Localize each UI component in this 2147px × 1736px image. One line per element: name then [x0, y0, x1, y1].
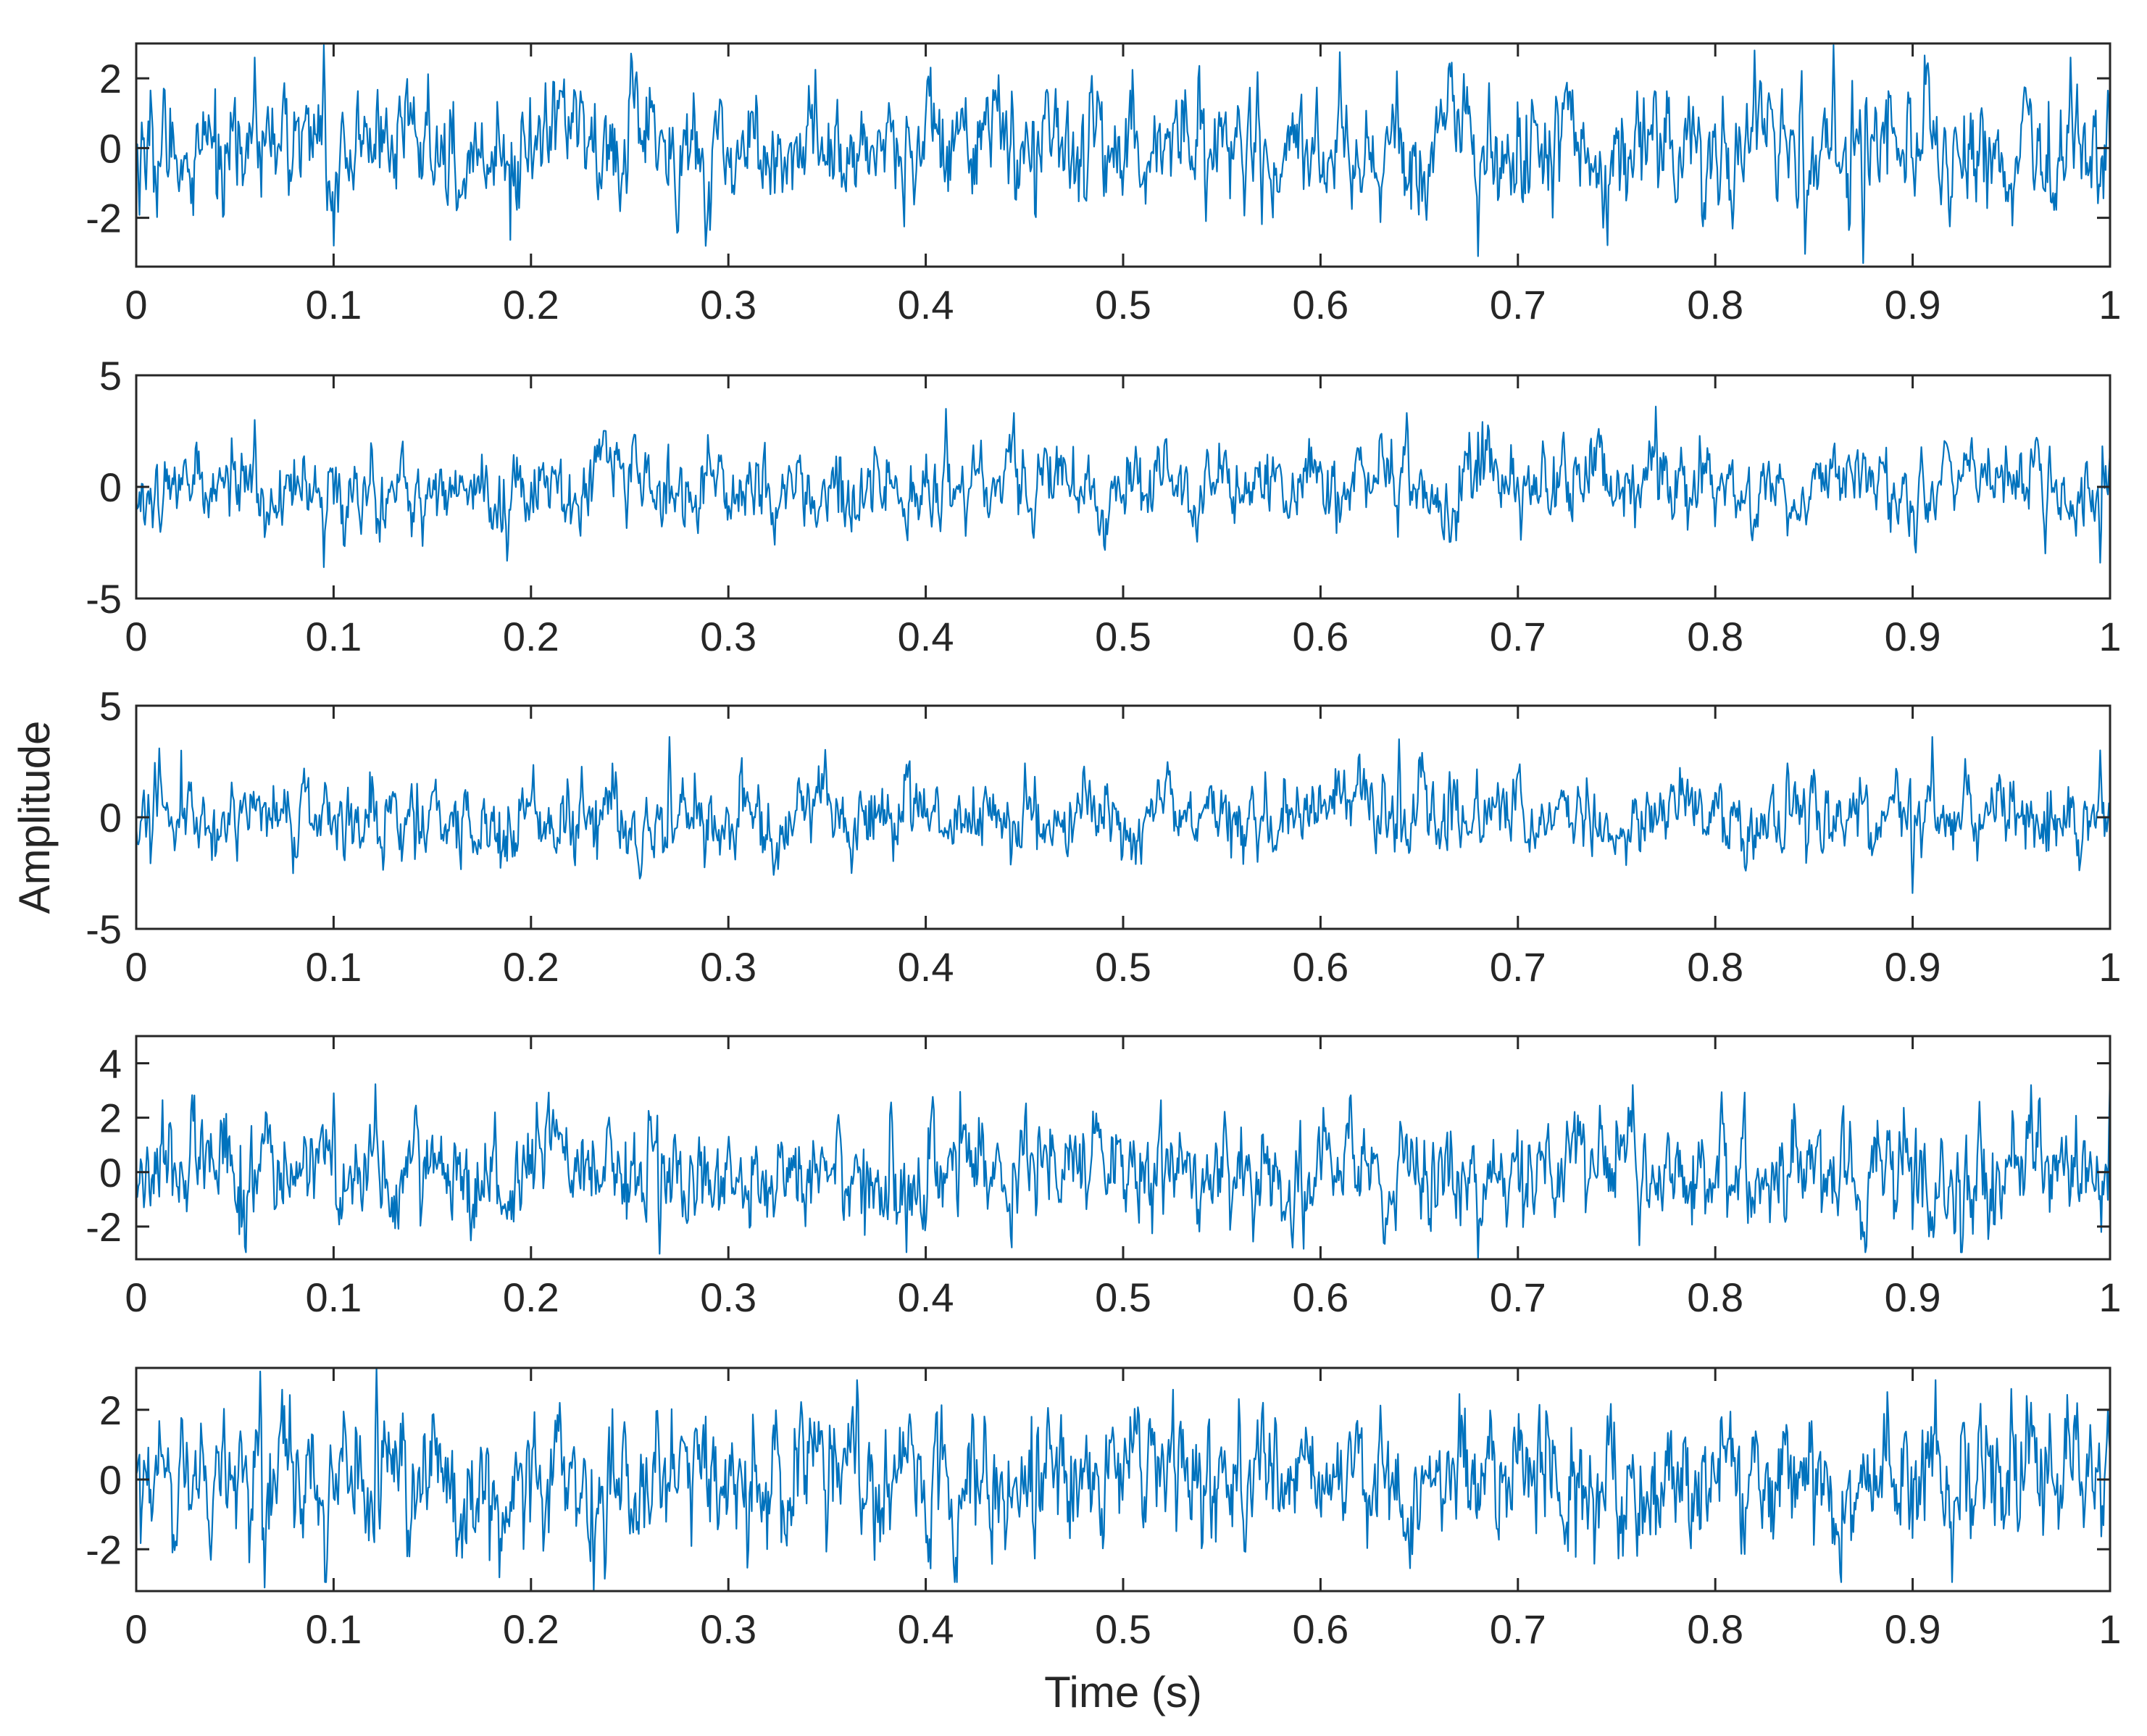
- x-tick-label: 0.9: [1885, 282, 1941, 327]
- x-tick-label: 0.5: [1095, 944, 1151, 990]
- y-tick-label: 0: [99, 125, 122, 171]
- x-tick-label: 0.7: [1490, 282, 1546, 327]
- x-tick-label: 0.9: [1885, 1274, 1941, 1320]
- x-tick-label: 0.2: [503, 1606, 559, 1652]
- x-tick-label: 0.8: [1687, 614, 1743, 659]
- axes-frame-3: [135, 704, 2111, 930]
- signal-trace-5: [135, 1366, 2111, 1593]
- y-tick-label: 0: [99, 1150, 122, 1195]
- x-tick-label: 0.7: [1490, 944, 1546, 990]
- x-tick-label: 0.6: [1292, 1606, 1348, 1652]
- x-tick-label: 0.5: [1095, 1274, 1151, 1320]
- x-tick-label: 0.3: [700, 614, 756, 659]
- x-tick-label: 0.3: [700, 944, 756, 990]
- x-tick-label: 0: [125, 944, 147, 990]
- x-tick-label: 0: [125, 614, 147, 659]
- y-tick-label: 0: [99, 795, 122, 840]
- x-tick-label: 0.2: [503, 282, 559, 327]
- x-tick-label: 0: [125, 282, 147, 327]
- x-tick-label: 0.7: [1490, 1274, 1546, 1320]
- x-tick-label: 0.3: [700, 1274, 756, 1320]
- x-tick-label: 0.4: [898, 1274, 954, 1320]
- y-tick-label: 2: [99, 1096, 122, 1141]
- x-tick-label: 0.5: [1095, 614, 1151, 659]
- x-tick-label: 1: [2098, 1274, 2121, 1320]
- x-tick-label: 0.2: [503, 614, 559, 659]
- x-tick-label: 0.5: [1095, 282, 1151, 327]
- x-tick-label: 0.8: [1687, 944, 1743, 990]
- x-tick-label: 0.4: [898, 282, 954, 327]
- x-tick-label: 0: [125, 1606, 147, 1652]
- x-tick-label: 0.1: [305, 614, 362, 659]
- x-tick-label: 0.5: [1095, 1606, 1151, 1652]
- y-tick-label: -2: [86, 1204, 122, 1250]
- x-tick-label: 0.6: [1292, 614, 1348, 659]
- x-tick-label: 1: [2098, 282, 2121, 327]
- x-tick-label: 0.4: [898, 614, 954, 659]
- signal-trace-3: [135, 736, 2111, 894]
- y-tick-label: 2: [99, 56, 122, 101]
- x-tick-label: 0.4: [898, 1606, 954, 1652]
- y-tick-label: 5: [99, 353, 122, 398]
- y-tick-label: -2: [86, 196, 122, 241]
- signal-trace-4: [135, 1074, 2111, 1261]
- x-tick-label: 0.1: [305, 1274, 362, 1320]
- y-tick-label: 4: [99, 1041, 122, 1087]
- signal-trace-1: [136, 44, 2111, 264]
- y-tick-label: -5: [86, 576, 122, 622]
- x-tick-label: 0.8: [1687, 1274, 1743, 1320]
- y-tick-label: -2: [86, 1527, 122, 1572]
- x-tick-label: 0.2: [503, 944, 559, 990]
- x-tick-label: 0.7: [1490, 1606, 1546, 1652]
- x-tick-label: 1: [2098, 944, 2121, 990]
- y-tick-label: 2: [99, 1387, 122, 1433]
- x-tick-label: 0.6: [1292, 1274, 1348, 1320]
- x-tick-label: 0.9: [1885, 1606, 1941, 1652]
- x-tick-label: 0.4: [898, 944, 954, 990]
- x-tick-label: 0.1: [305, 944, 362, 990]
- y-tick-label: 0: [99, 464, 122, 510]
- x-tick-label: 0.3: [700, 282, 756, 327]
- x-tick-label: 1: [2098, 1606, 2121, 1652]
- y-tick-label: 0: [99, 1457, 122, 1503]
- x-tick-label: 0.6: [1292, 282, 1348, 327]
- x-tick-label: 0.8: [1687, 282, 1743, 327]
- x-tick-label: 0: [125, 1274, 147, 1320]
- x-tick-label: 0.6: [1292, 944, 1348, 990]
- x-tick-label: 0.8: [1687, 1606, 1743, 1652]
- x-tick-label: 0.9: [1885, 614, 1941, 659]
- x-tick-label: 0.3: [700, 1606, 756, 1652]
- signal-trace-2: [135, 406, 2111, 568]
- y-tick-label: 5: [99, 683, 122, 729]
- x-tick-label: 0.1: [305, 1606, 362, 1652]
- x-axis-label: Time (s): [1044, 1668, 1202, 1716]
- x-tick-label: 0.2: [503, 1274, 559, 1320]
- x-tick-label: 1: [2098, 614, 2121, 659]
- x-tick-label: 0.7: [1490, 614, 1546, 659]
- axes-frame-1: [135, 42, 2111, 268]
- x-tick-label: 0.9: [1885, 944, 1941, 990]
- y-tick-label: -5: [86, 906, 122, 952]
- x-tick-label: 0.1: [305, 282, 362, 327]
- y-axis-label: Amplitude: [10, 721, 59, 914]
